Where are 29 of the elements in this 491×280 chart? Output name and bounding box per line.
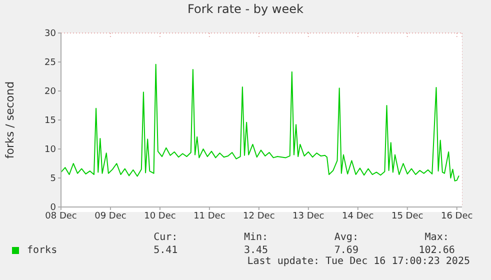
x-tick-label: 08 Dec bbox=[45, 211, 77, 222]
x-tick-label: 16 Dec bbox=[440, 211, 473, 222]
text: 5.41 bbox=[152, 244, 179, 256]
text: Last update: Tue Dec 16 17:00:23 2025 bbox=[246, 256, 471, 267]
y-tick-label: 5 bbox=[50, 174, 56, 184]
text: Max: bbox=[424, 232, 450, 244]
x-tick-label: 14 Dec bbox=[342, 211, 374, 222]
x-tick-label: 12 Dec bbox=[243, 211, 275, 222]
y-tick-label: 20 bbox=[44, 87, 56, 98]
y-axis-title: forks / second bbox=[4, 81, 16, 159]
y-tick-label: 30 bbox=[44, 29, 56, 40]
y-tick-label: 10 bbox=[44, 145, 56, 156]
text: 3.45 bbox=[243, 244, 270, 256]
text: 102.66 bbox=[418, 244, 456, 256]
x-tick-label: 09 Dec bbox=[94, 211, 126, 222]
y-tick-label: 25 bbox=[44, 58, 56, 68]
legend-label: forks bbox=[26, 244, 58, 256]
y-tick-label: 0 bbox=[50, 203, 56, 214]
y-tick-label: 15 bbox=[44, 116, 56, 126]
text: Cur: bbox=[152, 232, 179, 244]
text: 7.69 bbox=[333, 244, 360, 256]
text: Avg: bbox=[333, 232, 360, 244]
chart-title: Fork rate - by week bbox=[186, 2, 304, 16]
x-tick-label: 13 Dec bbox=[292, 211, 324, 222]
x-tick-label: 10 Dec bbox=[144, 211, 176, 222]
x-tick-label: 15 Dec bbox=[392, 211, 424, 222]
line-series bbox=[61, 64, 460, 182]
text: Min: bbox=[243, 232, 270, 244]
x-tick-label: 11 Dec bbox=[194, 211, 226, 222]
